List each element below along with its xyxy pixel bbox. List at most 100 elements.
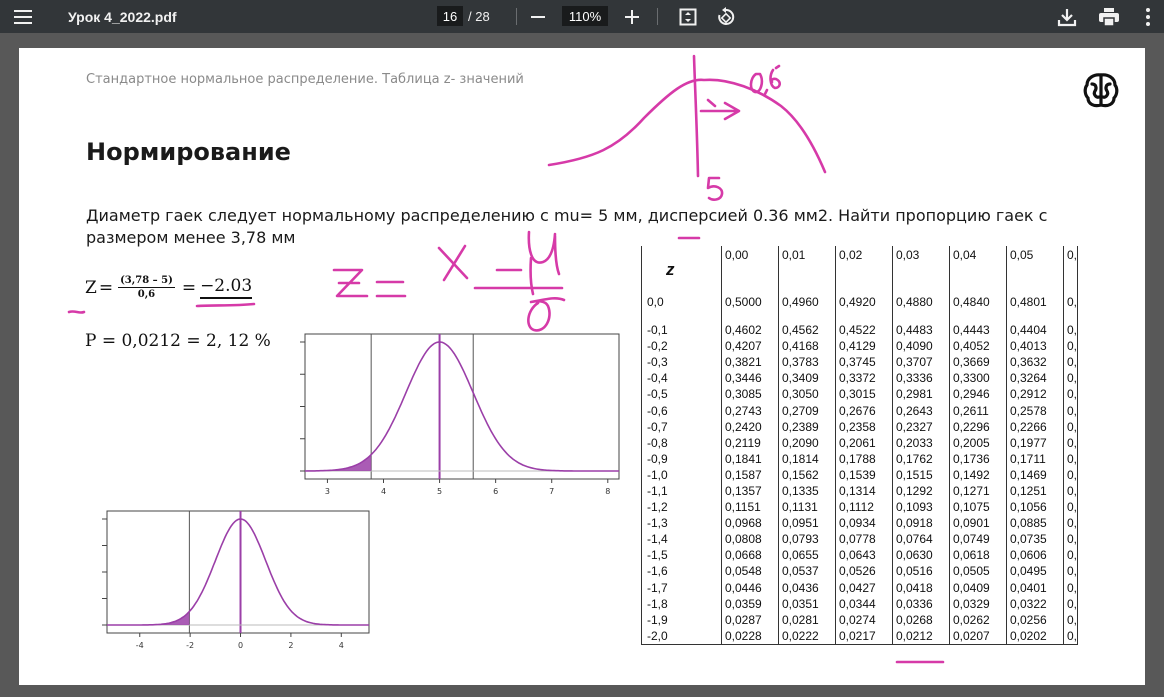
formula-fraction: (3,78 – 5) 0,6: [118, 275, 175, 300]
z-table-cell: 0,4168: [778, 338, 836, 355]
z-table-cell: 0,0401: [1006, 579, 1064, 596]
z-table-cell: 0,: [1062, 370, 1079, 387]
z-table-cell: 0,1469: [1006, 466, 1064, 483]
table-row: -0,6 0,2743 0,2709 0,2676 0,2643 0,2611 0,2578…: [641, 402, 1079, 419]
z-table-cell: 0,0281: [778, 611, 836, 628]
z-table-cell: 0,0764: [892, 531, 950, 548]
z-table-cell: 0,: [1062, 386, 1079, 403]
z-table-row-label: -0,1: [641, 322, 722, 339]
more-vert-icon[interactable]: [1134, 0, 1162, 33]
chart-x-tick-label: -2: [186, 641, 194, 650]
z-table-cell: 0,0228: [721, 627, 779, 645]
download-icon[interactable]: [1053, 0, 1081, 33]
z-table-cell: 0,0202: [1006, 627, 1064, 645]
table-row: -0,3 0,3821 0,3783 0,3745 0,3707 0,3669 0,3632…: [641, 354, 1079, 371]
z-table-cell: 0,0643: [835, 547, 893, 564]
z-table-cell: 0,: [1062, 322, 1079, 339]
page-number-input[interactable]: 16: [437, 6, 463, 26]
z-table-cell: 0,: [1062, 579, 1079, 596]
z-table-cell: 0,1075: [949, 499, 1007, 516]
z-table-cell: 0,0505: [949, 563, 1007, 580]
z-table-cell: 0,4602: [721, 322, 779, 339]
table-row: -1,6 0,0548 0,0537 0,0526 0,0516 0,0505 0,0495…: [641, 563, 1079, 580]
z-table-cell: 0,4013: [1006, 338, 1064, 355]
z-table-row-label: -1,5: [641, 547, 722, 564]
z-table-cell: 0,5000: [721, 292, 779, 312]
z-table-cell: 0,2090: [778, 434, 836, 451]
z-table-cell: 0,1151: [721, 499, 779, 516]
z-table-cell: 0,4483: [892, 322, 950, 339]
chart-x-tick-label: 2: [288, 641, 293, 650]
slide-subtitle: Стандартное нормальное распределение. Та…: [86, 72, 524, 87]
z-table-cell: 0,0287: [721, 611, 779, 628]
zoom-in-icon[interactable]: [619, 0, 645, 33]
z-table-cell: 0,3050: [778, 386, 836, 403]
z-table-cell: 0,0968: [721, 515, 779, 532]
z-table-cell: 0,0256: [1006, 611, 1064, 628]
z-table-cell: 0,1314: [835, 482, 893, 500]
z-table-row-label: 0,0: [641, 292, 722, 312]
z-table-cell: 0,4129: [835, 338, 893, 355]
z-table-row-label: -1,6: [641, 563, 722, 580]
table-row: -1,5 0,0668 0,0655 0,0643 0,0630 0,0618 0,0606…: [641, 547, 1079, 564]
z-table-spacer-cell: [721, 312, 779, 322]
z-table-spacer-cell: [1062, 312, 1079, 322]
z-table-cell: 0,0418: [892, 579, 950, 596]
z-table-row-label: -0,5: [641, 386, 722, 403]
z-table-cell: 0,0778: [835, 531, 893, 548]
z-table-cell: 0,3336: [892, 370, 950, 387]
z-table-cell: 0,2358: [835, 418, 893, 435]
z-table-cell: 0,0344: [835, 595, 893, 612]
table-row: -1,7 0,0446 0,0436 0,0427 0,0418 0,0409 0,0401…: [641, 579, 1079, 596]
z-table-cell: 0,0735: [1006, 531, 1064, 548]
formula-equals-2: =: [181, 277, 197, 298]
print-icon[interactable]: [1095, 0, 1123, 33]
z-table-cell: 0,3409: [778, 370, 836, 387]
z-table-cell: 0,0329: [949, 595, 1007, 612]
chart-x-tick-label: 0: [238, 641, 243, 650]
zoom-out-icon[interactable]: [525, 0, 551, 33]
z-table-cell: 0,1131: [778, 499, 836, 516]
rotate-icon[interactable]: [712, 0, 740, 33]
density-curve: [304, 341, 619, 472]
table-row: -0,9 0,1841 0,1814 0,1788 0,1762 0,1736 0,1711…: [641, 450, 1079, 467]
zoom-level-input[interactable]: 110%: [562, 6, 608, 26]
z-table-cell: 0,1841: [721, 450, 779, 467]
ink-mean-line: [692, 54, 700, 178]
z-table-cell: 0,: [1062, 354, 1079, 371]
z-table-cell: 0,4801: [1006, 292, 1064, 312]
z-table-cell: 0,: [1062, 499, 1079, 516]
brain-logo-icon: [1082, 71, 1120, 113]
table-row: -0,7 0,2420 0,2389 0,2358 0,2327 0,2296 0,2266…: [641, 418, 1079, 435]
z-table-cell: 0,1762: [892, 450, 950, 467]
z-table-row-label: -0,9: [641, 450, 722, 467]
z-table-cell: 0,4443: [949, 322, 1007, 339]
ink-equals: [375, 280, 407, 298]
z-table-spacer-cell: [949, 312, 1007, 322]
z-table-cell: 0,: [1062, 418, 1079, 435]
table-row: -1,4 0,0808 0,0793 0,0778 0,0764 0,0749 0,0735…: [641, 531, 1079, 548]
z-table-cell: 0,0212: [892, 627, 950, 645]
fit-page-icon[interactable]: [674, 0, 702, 33]
normal-curve-chart: 3 4 5 6 7 8: [300, 333, 620, 496]
table-row: -1,1 0,1357 0,1335 0,1314 0,1292 0,1271 0,1251…: [641, 482, 1079, 500]
z-table-cell: 0,1977: [1006, 434, 1064, 451]
table-row: -1,8 0,0359 0,0351 0,0344 0,0336 0,0329 0,0322…: [641, 595, 1079, 612]
z-table-cell: 0,3707: [892, 354, 950, 371]
formula-equals: =: [98, 277, 114, 298]
table-row: -1,2 0,1151 0,1131 0,1112 0,1093 0,1075 0,1056…: [641, 499, 1079, 516]
ink-z-underline: [67, 310, 86, 314]
formula-numerator: (3,78 – 5): [118, 275, 175, 288]
ink-sigma-letter: [527, 296, 566, 332]
z-table-spacer-cell: [778, 312, 836, 322]
z-table-cell: 0,: [1062, 515, 1079, 532]
z-table-cell: 0,0934: [835, 515, 893, 532]
menu-icon[interactable]: [14, 0, 54, 33]
z-table-cell: 0,2005: [949, 434, 1007, 451]
z-table-cell: 0,4562: [778, 322, 836, 339]
z-table-cell: 0,2061: [835, 434, 893, 451]
z-table-cell: 0,0427: [835, 579, 893, 596]
z-table-corner-label: z: [641, 246, 722, 292]
pdf-toolbar: Урок 4_2022.pdf 16 / 28 110%: [0, 0, 1164, 33]
z-table-cell: 0,0548: [721, 563, 779, 580]
